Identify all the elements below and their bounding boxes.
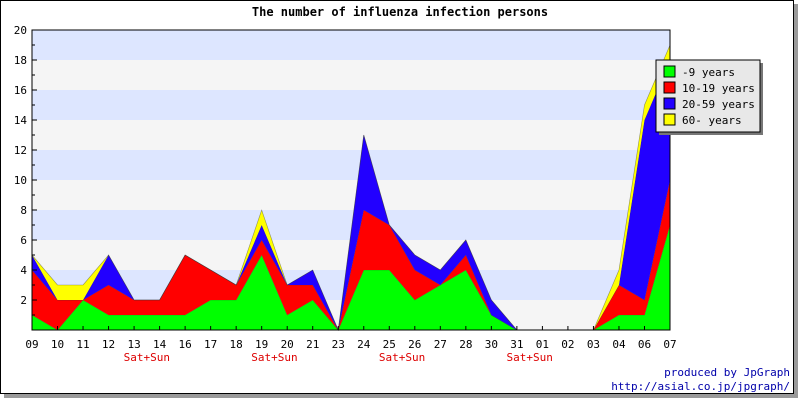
x-tick-label: 25 bbox=[383, 338, 396, 351]
credit-text: produced by JpGraph http://asial.co.jp/j… bbox=[611, 366, 790, 394]
area-60-years bbox=[32, 45, 670, 330]
x-tick-label: 10 bbox=[51, 338, 64, 351]
plot-band bbox=[32, 90, 670, 120]
y-tick-label: 4 bbox=[20, 264, 27, 277]
credit-producer: produced by JpGraph bbox=[664, 366, 790, 379]
legend-swatch bbox=[663, 81, 676, 94]
area-9-years bbox=[32, 225, 670, 330]
x-tick-label: 19 bbox=[255, 338, 268, 351]
y-tick-label: 12 bbox=[14, 144, 27, 157]
plot-band bbox=[32, 180, 670, 210]
plot-band bbox=[32, 150, 670, 180]
x-tick-label: 18 bbox=[230, 338, 243, 351]
area-10-19-years bbox=[32, 180, 670, 330]
legend-swatch bbox=[663, 113, 676, 126]
x-tick-label: 04 bbox=[612, 338, 626, 351]
y-tick-label: 20 bbox=[14, 24, 27, 37]
x-tick-label: 21 bbox=[306, 338, 319, 351]
y-tick-label: 2 bbox=[20, 294, 27, 307]
weekend-label: Sat+Sun bbox=[506, 351, 552, 364]
credit-url[interactable]: http://asial.co.jp/jpgraph/ bbox=[611, 380, 790, 393]
weekend-label: Sat+Sun bbox=[124, 351, 170, 364]
x-tick-label: 26 bbox=[408, 338, 421, 351]
y-tick-label: 14 bbox=[14, 114, 28, 127]
x-tick-label: 24 bbox=[357, 338, 371, 351]
legend: -9 years 10-19 years 20-59 years 60- years bbox=[655, 59, 763, 135]
y-tick-label: 16 bbox=[14, 84, 27, 97]
legend-label: 60- years bbox=[682, 114, 742, 127]
x-tick-label: 14 bbox=[153, 338, 167, 351]
x-tick-label: 12 bbox=[102, 338, 115, 351]
x-tick-label: 17 bbox=[204, 338, 217, 351]
legend-label: 20-59 years bbox=[682, 98, 755, 111]
legend-label: 10-19 years bbox=[682, 82, 755, 95]
weekend-label: Sat+Sun bbox=[379, 351, 425, 364]
x-tick-label: 30 bbox=[485, 338, 498, 351]
x-tick-label: 02 bbox=[561, 338, 574, 351]
x-tick-label: 09 bbox=[25, 338, 38, 351]
x-tick-label: 23 bbox=[332, 338, 345, 351]
x-tick-label: 20 bbox=[281, 338, 294, 351]
y-tick-label: 8 bbox=[20, 204, 27, 217]
x-tick-label: 03 bbox=[587, 338, 600, 351]
legend-swatch bbox=[663, 65, 676, 78]
x-tick-label: 11 bbox=[76, 338, 89, 351]
x-tick-label: 27 bbox=[434, 338, 447, 351]
x-tick-label: 01 bbox=[536, 338, 549, 351]
plot-band bbox=[32, 60, 670, 90]
y-tick-label: 10 bbox=[14, 174, 27, 187]
x-tick-label: 13 bbox=[127, 338, 140, 351]
y-tick-label: 18 bbox=[14, 54, 27, 67]
plot-band bbox=[32, 30, 670, 60]
x-tick-label: 16 bbox=[178, 338, 191, 351]
weekend-label: Sat+Sun bbox=[251, 351, 297, 364]
y-tick-label: 6 bbox=[20, 234, 27, 247]
plot-band bbox=[32, 120, 670, 150]
x-tick-label: 31 bbox=[510, 338, 523, 351]
x-tick-label: 28 bbox=[459, 338, 472, 351]
legend-label: -9 years bbox=[682, 66, 735, 79]
chart-title: The number of influenza infection person… bbox=[252, 5, 548, 19]
legend-swatch bbox=[663, 97, 676, 110]
x-tick-label: 06 bbox=[638, 338, 651, 351]
x-tick-label: 07 bbox=[663, 338, 676, 351]
